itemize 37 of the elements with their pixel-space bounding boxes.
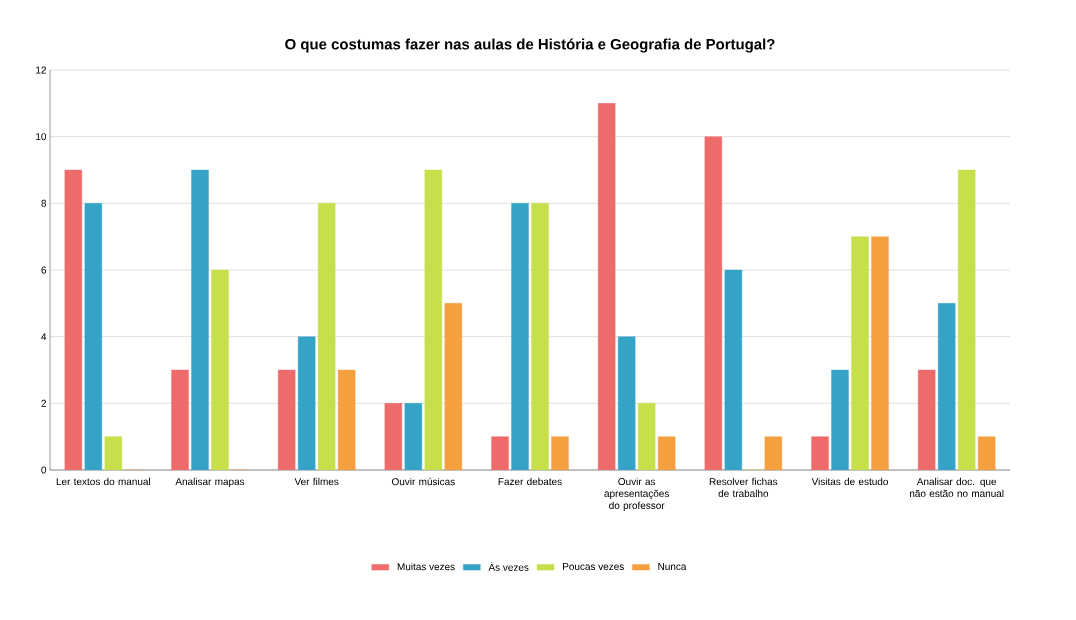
x-tick-label: Analisar mapas — [175, 477, 245, 488]
bar — [64, 169, 83, 470]
bar — [657, 436, 676, 470]
bar — [171, 369, 189, 470]
legend-label: Nunca — [658, 563, 687, 571]
x-tick-label: Resolver fichas de trabalho — [709, 477, 778, 498]
x-tick-label: Ouvir as apresentações do professor — [604, 477, 669, 511]
bar — [491, 436, 509, 470]
y-tick-label: 0 — [41, 466, 47, 474]
bar — [917, 369, 936, 470]
y-tick-label: 2 — [41, 399, 46, 407]
bar — [337, 369, 356, 470]
x-tick-label: Fazer debates — [498, 477, 562, 486]
chart-title: O que costumas fazer nas aulas de História e Geografia de Portugal? — [285, 38, 775, 53]
bar — [384, 403, 403, 470]
bar — [811, 436, 829, 470]
x-tick-label: Analisar doc. que não estão no manual — [909, 477, 1004, 498]
bar — [597, 103, 616, 470]
y-tick-label: 6 — [41, 266, 47, 274]
bar — [977, 436, 996, 470]
x-tick-label: Ler textos do manual — [56, 477, 150, 486]
legend-label: Poucas vezes — [563, 563, 624, 571]
legend-label: Às vezes — [488, 562, 529, 571]
x-tick-label: Ouvir músicas — [391, 477, 455, 486]
bar — [764, 436, 783, 470]
bar — [551, 436, 569, 470]
y-tick-label: 4 — [41, 333, 47, 341]
bar — [444, 303, 463, 470]
y-tick-label: 10 — [36, 133, 47, 141]
x-tick-label: Ver filmes — [294, 477, 339, 486]
bar — [277, 369, 296, 470]
x-tick-label: Visitas de estudo — [811, 477, 888, 486]
y-tick-label: 12 — [36, 66, 46, 74]
bar — [704, 136, 723, 470]
legend-label: Muitas vezes — [397, 562, 455, 571]
bar — [871, 236, 889, 470]
y-tick-label: 8 — [41, 199, 47, 207]
